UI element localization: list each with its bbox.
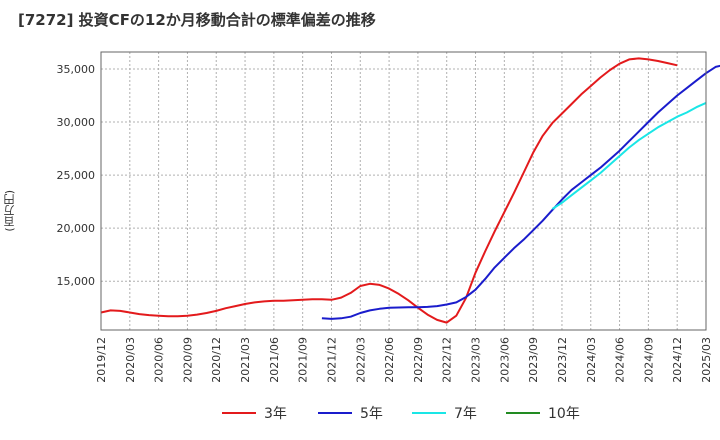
x-tick-label: 2024/09 xyxy=(642,337,655,383)
plot-frame xyxy=(100,51,707,331)
y-tick-label: 30,000 xyxy=(57,116,96,129)
x-tick-labels: 2019/12 2020/03 2020/06 2020/09 2020/12 2021/… xyxy=(95,337,713,383)
x-tick-label: 2019/12 xyxy=(95,337,108,383)
grid-layer xyxy=(100,52,707,330)
series-line-5年 xyxy=(321,64,720,320)
x-tick-label: 2025/03 xyxy=(700,337,713,383)
x-tick-label: 2020/09 xyxy=(181,337,194,383)
y-tick-label: 15,000 xyxy=(57,275,96,288)
series-layer xyxy=(100,57,720,324)
legend-label: 3年 xyxy=(264,406,287,422)
y-tick-label: 20,000 xyxy=(57,222,96,235)
x-tick-label: 2021/06 xyxy=(268,337,281,383)
x-tick-label: 2022/06 xyxy=(383,337,396,383)
x-tick-label: 2022/12 xyxy=(441,337,454,383)
x-tick-label: 2022/09 xyxy=(412,337,425,383)
y-tick-labels: 15,000 20,000 25,000 30,000 35,000 xyxy=(57,63,96,288)
y-tick-label: 35,000 xyxy=(57,63,96,76)
x-tick-label: 2020/06 xyxy=(153,337,166,383)
x-tick-label: 2023/03 xyxy=(470,337,483,383)
x-tick-label: 2023/09 xyxy=(527,337,540,383)
x-tick-label: 2021/12 xyxy=(325,337,338,383)
x-tick-label: 2021/03 xyxy=(239,337,252,383)
series-line-3年 xyxy=(100,57,678,324)
x-tick-label: 2023/06 xyxy=(498,337,511,383)
y-tick-label: 25,000 xyxy=(57,169,96,182)
x-tick-label: 2023/12 xyxy=(556,337,569,383)
x-tick-label: 2024/06 xyxy=(614,337,627,383)
x-tick-label: 2020/12 xyxy=(210,337,223,383)
chart-title: [7272] 投資CFの12か月移動合計の標準偏差の推移 xyxy=(18,11,376,29)
x-tick-label: 2020/03 xyxy=(124,337,137,383)
legend-label: 5年 xyxy=(360,406,383,422)
legend-label: 7年 xyxy=(454,406,477,422)
x-tick-label: 2024/03 xyxy=(585,337,598,383)
legend-label: 10年 xyxy=(548,406,580,422)
legend: 3年 5年 7年 10年 xyxy=(222,406,580,422)
x-tick-label: 2024/12 xyxy=(671,337,684,383)
x-tick-label: 2022/03 xyxy=(354,337,367,383)
series-line-7年 xyxy=(551,101,707,210)
x-tick-label: 2021/09 xyxy=(297,337,310,383)
